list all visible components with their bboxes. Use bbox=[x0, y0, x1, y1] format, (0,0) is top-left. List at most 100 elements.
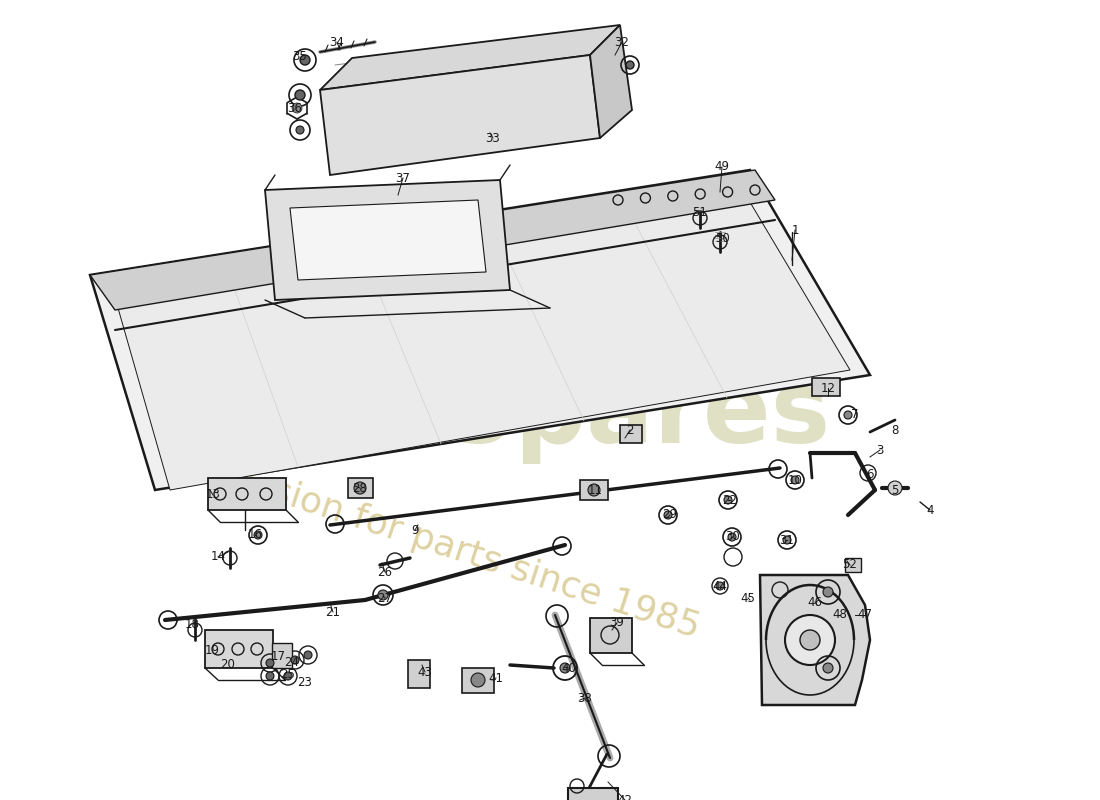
Text: 27: 27 bbox=[377, 591, 393, 605]
Circle shape bbox=[296, 126, 304, 134]
Bar bbox=[568, 788, 618, 800]
Text: 9: 9 bbox=[411, 523, 419, 537]
Text: 39: 39 bbox=[609, 617, 625, 630]
Circle shape bbox=[800, 630, 820, 650]
Circle shape bbox=[300, 55, 310, 65]
Text: 36: 36 bbox=[287, 102, 303, 114]
Text: 37: 37 bbox=[396, 171, 410, 185]
Text: 14: 14 bbox=[210, 550, 225, 563]
Circle shape bbox=[823, 587, 833, 597]
Text: a passion for parts since 1985: a passion for parts since 1985 bbox=[175, 443, 705, 645]
Polygon shape bbox=[760, 575, 870, 705]
Text: 46: 46 bbox=[807, 595, 823, 609]
Circle shape bbox=[791, 476, 799, 484]
Bar bbox=[620, 425, 642, 443]
Text: 44: 44 bbox=[713, 579, 727, 593]
Text: 8: 8 bbox=[891, 423, 899, 437]
Bar bbox=[812, 378, 840, 396]
Text: 35: 35 bbox=[293, 50, 307, 63]
Text: 24: 24 bbox=[285, 657, 299, 670]
Polygon shape bbox=[590, 25, 632, 138]
Text: 13: 13 bbox=[206, 489, 220, 502]
Text: 22: 22 bbox=[723, 494, 737, 506]
Circle shape bbox=[588, 484, 600, 496]
Circle shape bbox=[471, 673, 485, 687]
Circle shape bbox=[716, 582, 724, 590]
Circle shape bbox=[724, 496, 732, 504]
Circle shape bbox=[626, 61, 634, 69]
Text: 25: 25 bbox=[280, 669, 296, 682]
Text: 11: 11 bbox=[587, 483, 603, 497]
Text: 40: 40 bbox=[562, 662, 576, 674]
Bar bbox=[408, 660, 430, 688]
Circle shape bbox=[284, 672, 292, 680]
Text: 17: 17 bbox=[271, 650, 286, 663]
Text: 34: 34 bbox=[330, 35, 344, 49]
Circle shape bbox=[888, 481, 902, 495]
Circle shape bbox=[292, 103, 302, 113]
Text: 52: 52 bbox=[843, 558, 857, 571]
Text: 1: 1 bbox=[791, 223, 799, 237]
Text: 33: 33 bbox=[485, 131, 501, 145]
Circle shape bbox=[254, 531, 262, 539]
Text: 19: 19 bbox=[205, 643, 220, 657]
Bar bbox=[590, 618, 632, 653]
Text: 2: 2 bbox=[626, 423, 634, 437]
Text: 38: 38 bbox=[578, 691, 593, 705]
Text: euRoSpares: euRoSpares bbox=[158, 367, 832, 465]
Polygon shape bbox=[265, 180, 510, 300]
Text: 16: 16 bbox=[248, 529, 263, 542]
Text: 32: 32 bbox=[615, 35, 629, 49]
Circle shape bbox=[295, 90, 305, 100]
Text: 26: 26 bbox=[377, 566, 393, 578]
Bar bbox=[348, 478, 373, 498]
Circle shape bbox=[785, 615, 835, 665]
Text: 42: 42 bbox=[617, 794, 632, 800]
Bar bbox=[580, 480, 608, 500]
Text: 41: 41 bbox=[488, 671, 504, 685]
Circle shape bbox=[844, 411, 852, 419]
Circle shape bbox=[266, 659, 274, 667]
Circle shape bbox=[728, 533, 736, 541]
Text: 7: 7 bbox=[851, 409, 859, 422]
Circle shape bbox=[378, 590, 388, 600]
Bar bbox=[272, 643, 292, 668]
Polygon shape bbox=[290, 200, 486, 280]
Text: 43: 43 bbox=[418, 666, 432, 678]
Text: 29: 29 bbox=[662, 509, 678, 522]
Polygon shape bbox=[320, 25, 620, 90]
Bar bbox=[845, 558, 861, 572]
Circle shape bbox=[783, 536, 791, 544]
Circle shape bbox=[304, 651, 312, 659]
Circle shape bbox=[560, 663, 570, 673]
Text: 21: 21 bbox=[326, 606, 341, 618]
Polygon shape bbox=[90, 170, 870, 490]
Bar bbox=[208, 478, 286, 510]
Circle shape bbox=[823, 663, 833, 673]
Circle shape bbox=[664, 511, 672, 519]
Text: 5: 5 bbox=[891, 483, 899, 497]
Text: 23: 23 bbox=[298, 677, 312, 690]
Text: 10: 10 bbox=[788, 474, 802, 486]
Text: 6: 6 bbox=[867, 469, 873, 482]
Text: 20: 20 bbox=[221, 658, 235, 671]
Circle shape bbox=[292, 656, 299, 664]
Text: 50: 50 bbox=[715, 233, 729, 246]
Text: 45: 45 bbox=[740, 591, 756, 605]
Text: 18: 18 bbox=[185, 618, 199, 631]
Circle shape bbox=[266, 672, 274, 680]
Text: 4: 4 bbox=[926, 503, 934, 517]
Polygon shape bbox=[110, 177, 850, 490]
Text: 12: 12 bbox=[821, 382, 836, 394]
Polygon shape bbox=[90, 170, 776, 310]
Polygon shape bbox=[320, 55, 600, 175]
Bar bbox=[462, 668, 494, 693]
Text: 3: 3 bbox=[877, 443, 883, 457]
Text: 49: 49 bbox=[715, 161, 729, 174]
Text: 51: 51 bbox=[693, 206, 707, 219]
Bar bbox=[205, 630, 273, 668]
Text: 48: 48 bbox=[833, 609, 847, 622]
Text: 47: 47 bbox=[858, 609, 872, 622]
Text: 30: 30 bbox=[726, 530, 740, 543]
Circle shape bbox=[354, 482, 366, 494]
